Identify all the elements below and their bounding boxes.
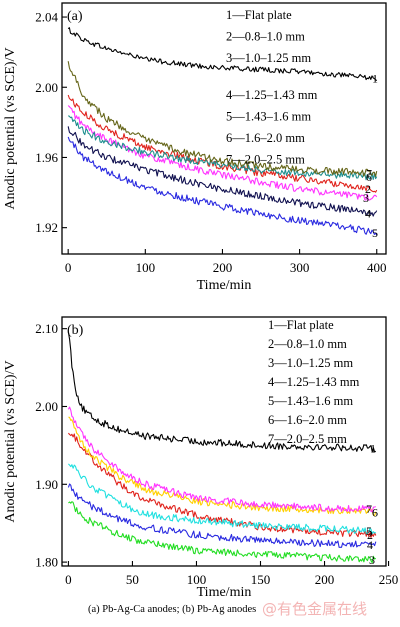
- y-tick-label: 2.04: [35, 10, 58, 25]
- series-line-6: [67, 115, 378, 181]
- series-end-label-3: 3: [369, 553, 375, 567]
- legend-entry-6: 6—1.6–2.0 mm: [268, 413, 347, 427]
- legend-entry-3: 3—1.0–1.25 mm: [268, 356, 353, 370]
- x-tick-label: 0: [65, 260, 72, 275]
- panel-label: (b): [67, 323, 84, 338]
- chart-panel-a: 0 100 200 300 400 1.92 1.96 2.00 2.04 Time/min Ano…: [3, 2, 387, 293]
- x-tick-label: 200: [213, 260, 233, 275]
- x-tick-label: 0: [65, 572, 72, 587]
- legend-entry-1: 1—Flat plate: [226, 8, 292, 22]
- series-end-label-5: 5: [366, 524, 372, 538]
- series-line-4: [67, 126, 378, 217]
- y-axis-label: Anodic potential (vs SCE)/V: [3, 47, 18, 209]
- series-end-label-4: 4: [367, 538, 373, 552]
- x-tick-label: 200: [315, 572, 335, 587]
- legend-entry-1: 1—Flat plate: [268, 318, 334, 332]
- series-end-label-6: 6: [372, 505, 378, 519]
- series-line-4: [67, 483, 377, 548]
- y-tick-label: 2.00: [35, 80, 58, 95]
- y-tick-label: 2.10: [35, 321, 58, 336]
- series-line-3: [67, 105, 378, 201]
- legend-entry-2: 2—0.8–1.0 mm: [268, 337, 347, 351]
- legend-entry-7: 7—2.0–2.5 mm: [268, 432, 347, 446]
- x-axis-label: Time/min: [197, 585, 252, 600]
- series-end-label-4: 4: [365, 207, 371, 221]
- panel-label: (a): [67, 9, 83, 24]
- series-line-1: [67, 27, 378, 82]
- figure-caption: (a) Pb-Ag-Ca anodes; (b) Pb-Ag anodes: [88, 604, 257, 615]
- series-end-label-1: 1: [370, 442, 376, 456]
- legend-entry-3: 3—1.0–1.25 mm: [226, 51, 311, 65]
- legend-entry-4: 4—1.25–1.43 mm: [268, 375, 360, 389]
- legend-entry-5: 5—1.43–1.6 mm: [268, 394, 353, 408]
- x-tick-label: 100: [136, 260, 156, 275]
- y-tick-label: 1.92: [35, 220, 58, 235]
- y-tick-label: 1.90: [35, 477, 58, 492]
- legend-entry-4: 4—1.25–1.43 mm: [226, 88, 318, 102]
- legend-entry-2: 2—0.8–1.0 mm: [226, 30, 305, 44]
- x-tick-label: 50: [126, 572, 139, 587]
- x-tick-label: 400: [367, 260, 387, 275]
- chart-panel-b: 0 50 100 150 200 250 1.80 1.90 2.00 2.10 Time/min A…: [3, 316, 399, 600]
- series-end-label-2: 2: [367, 528, 373, 542]
- x-tick-label: 250: [379, 572, 399, 587]
- series-line-7: [67, 61, 378, 178]
- legend-entry-6: 6—1.6–2.0 mm: [226, 131, 305, 145]
- series-line-2: [67, 432, 377, 538]
- series-end-label-7: 7: [366, 502, 372, 516]
- x-axis-label: Time/min: [197, 278, 252, 293]
- series-line-5: [68, 463, 377, 535]
- legend-entry-7: 7—2.0–2.5 mm: [226, 153, 305, 167]
- x-tick-label: 150: [251, 572, 271, 587]
- x-tick-label: 300: [290, 260, 310, 275]
- series-line-7: [67, 406, 376, 513]
- legend-entry-5: 5—1.43–1.6 mm: [226, 110, 311, 124]
- y-tick-label: 1.96: [35, 150, 58, 165]
- series-end-label-3: 3: [363, 191, 369, 205]
- series-end-label-6: 6: [366, 170, 372, 184]
- y-tick-label: 2.00: [35, 399, 58, 414]
- series-line-5: [67, 136, 378, 236]
- series-line-3: [68, 501, 377, 564]
- series-line-1: [67, 332, 377, 453]
- series-line-2: [67, 94, 378, 193]
- series-end-label-5: 5: [372, 226, 378, 240]
- plot-frame: [61, 316, 387, 567]
- watermark: @有色金属在线: [262, 600, 368, 618]
- x-tick-label: 100: [187, 572, 207, 587]
- y-axis-label: Anodic potential (vs SCE)/V: [3, 360, 18, 522]
- series-end-label-7: 7: [366, 166, 372, 180]
- series-end-label-1: 1: [372, 71, 378, 85]
- plot-frame: [61, 2, 387, 255]
- series-end-label-2: 2: [365, 182, 371, 196]
- y-tick-label: 1.80: [35, 555, 58, 570]
